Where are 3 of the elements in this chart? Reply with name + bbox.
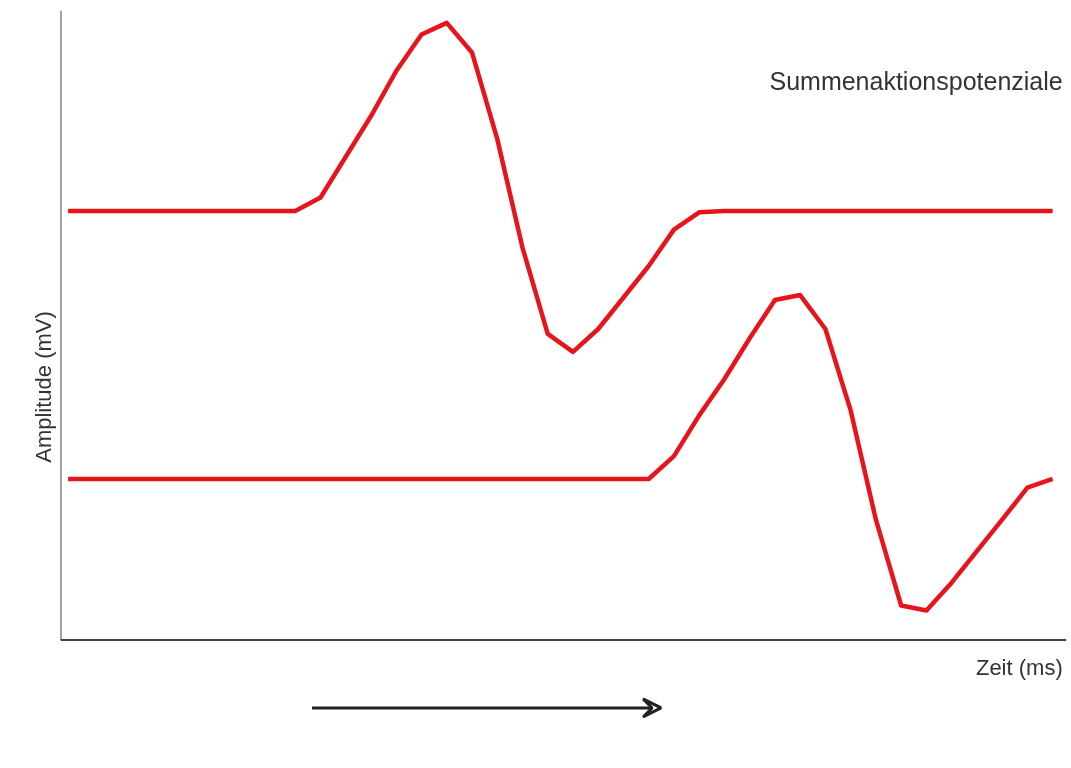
- y-axis-title: Amplitude (mV): [30, 311, 56, 463]
- annotation: Summenaktionspotenziale: [769, 67, 1063, 96]
- x-axis-title: Zeit (ms): [975, 655, 1063, 681]
